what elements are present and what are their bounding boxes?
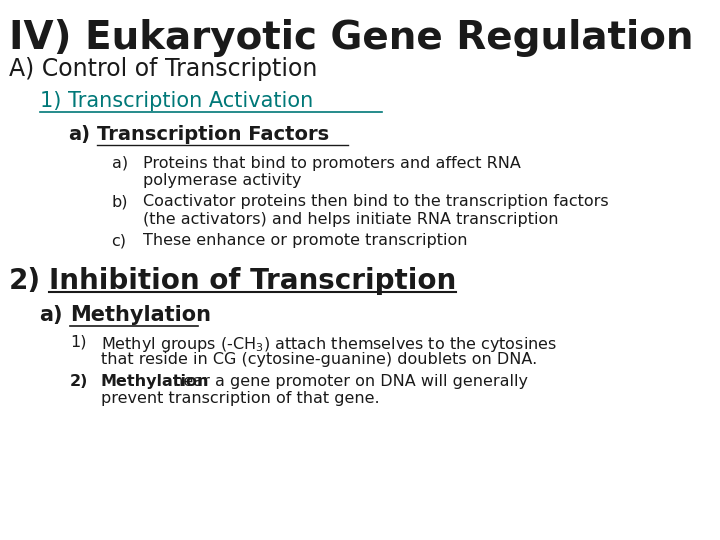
- Text: near a gene promoter on DNA will generally: near a gene promoter on DNA will general…: [168, 374, 528, 389]
- Text: These enhance or promote transcription: These enhance or promote transcription: [143, 233, 467, 248]
- Text: Methylation: Methylation: [101, 374, 210, 389]
- Text: a): a): [112, 156, 127, 171]
- Text: c): c): [112, 233, 127, 248]
- Text: Methyl groups (-CH$_{3}$) attach themselves to the cytosines: Methyl groups (-CH$_{3}$) attach themsel…: [101, 335, 557, 354]
- Text: polymerase activity: polymerase activity: [143, 173, 301, 188]
- Text: Coactivator proteins then bind to the transcription factors: Coactivator proteins then bind to the tr…: [143, 194, 608, 210]
- Text: Inhibition of Transcription: Inhibition of Transcription: [49, 267, 456, 295]
- Text: Transcription Factors: Transcription Factors: [97, 125, 329, 144]
- Text: 2): 2): [70, 374, 89, 389]
- Text: Proteins that bind to promoters and affect RNA: Proteins that bind to promoters and affe…: [143, 156, 521, 171]
- Text: 2): 2): [9, 267, 41, 295]
- Text: prevent transcription of that gene.: prevent transcription of that gene.: [101, 391, 379, 406]
- Text: b): b): [112, 194, 128, 210]
- Text: IV) Eukaryotic Gene Regulation: IV) Eukaryotic Gene Regulation: [9, 19, 693, 57]
- Text: a): a): [40, 305, 63, 325]
- Text: Methylation: Methylation: [70, 305, 211, 325]
- Text: that reside in CG (cytosine-guanine) doublets on DNA.: that reside in CG (cytosine-guanine) dou…: [101, 352, 537, 367]
- Text: 1) Transcription Activation: 1) Transcription Activation: [40, 91, 313, 111]
- Text: a): a): [68, 125, 91, 144]
- Text: 1): 1): [70, 335, 86, 350]
- Text: A) Control of Transcription: A) Control of Transcription: [9, 57, 317, 80]
- Text: (the activators) and helps initiate RNA transcription: (the activators) and helps initiate RNA …: [143, 212, 558, 227]
